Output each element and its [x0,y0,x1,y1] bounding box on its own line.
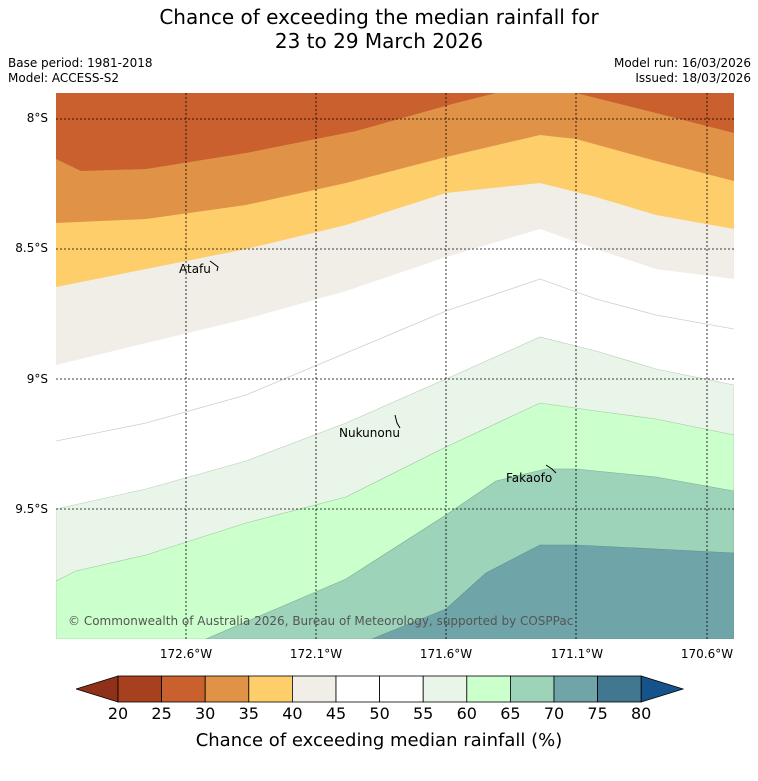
colorbar-segment [466,675,511,703]
colorbar-tick-label: 30 [195,704,216,723]
colorbar-tick-label: 50 [369,704,390,723]
lat-label-9-5s: 9.5°S [15,502,48,516]
colorbar-segment [204,675,250,703]
meta-right: Model run: 16/03/2026 Issued: 18/03/2026 [614,56,751,86]
place-label-nukunonu: Nukunonu [339,426,400,440]
colorbar-tick-label: 60 [456,704,477,723]
lon-label-172-1w: 172.1°W [289,647,343,661]
fakaofo-atoll [545,464,557,474]
colorbar-tick-label: 75 [587,704,608,723]
meta-left: Base period: 1981-2018 Model: ACCESS-S2 [8,56,153,86]
colorbar-segment [291,675,337,703]
colorbar-segment [553,675,598,703]
colorbar-tick-label: 35 [238,704,259,723]
colorbar-tick-label: 45 [325,704,347,723]
lat-label-8s: 8°S [26,111,48,125]
colorbar-segment [117,675,162,703]
nukunonu-atoll [394,414,401,429]
title-line-2: 23 to 29 March 2026 [274,29,484,53]
colorbar [76,675,684,703]
colorbar-under-arrow [76,675,119,703]
colorbar-segment [161,675,206,703]
chart-title: Chance of exceeding the median rainfall … [0,5,758,53]
colorbar-segment [248,675,293,703]
lon-label-172-6w: 172.6°W [159,647,213,661]
colorbar-tick-label: 40 [282,704,303,723]
title-line-1: Chance of exceeding the median rainfall … [159,5,599,29]
rainfall-map [56,93,734,639]
lon-label-170-6w: 170.6°W [680,647,734,661]
colorbar-tick-label: 70 [543,704,565,723]
lon-label-171-1w: 171.1°W [550,647,604,661]
colorbar-segment [422,675,468,703]
colorbar-label: Chance of exceeding median rainfall (%) [195,730,563,751]
lat-label-8-5s: 8.5°S [15,241,48,255]
colorbar-segment [597,675,642,703]
colorbar-segment [509,675,555,703]
graticule [56,93,734,639]
issued-date: Issued: 18/03/2026 [635,71,751,85]
copyright-notice: © Commonwealth of Australia 2026, Bureau… [68,614,574,628]
atafu-atoll [209,260,219,272]
colorbar-tick-label: 65 [500,704,521,723]
colorbar-over-arrow [640,675,684,703]
model-name: Model: ACCESS-S2 [8,71,120,85]
model-run: Model run: 16/03/2026 [613,56,751,70]
colorbar-segment [379,675,424,703]
colorbar-tick-label: 25 [151,704,172,723]
place-label-atafu: Atafu [179,262,211,276]
colorbar-segment [335,675,380,703]
colorbar-tick-label: 55 [413,704,434,723]
lon-label-171-6w: 171.6°W [419,647,473,661]
lat-label-9s: 9°S [26,372,48,386]
place-label-fakaofo: Fakaofo [506,471,553,485]
colorbar-tick-label: 80 [631,704,652,723]
colorbar-tick-label: 20 [107,704,129,723]
base-period: Base period: 1981-2018 [8,56,153,70]
